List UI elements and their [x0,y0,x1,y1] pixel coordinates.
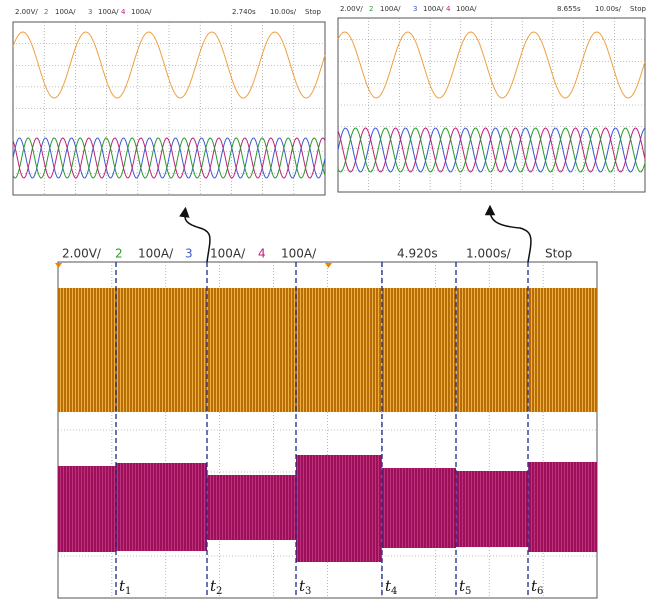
scope-label: 100A/ [380,5,401,13]
scope-label: 100A/ [423,5,444,13]
scope-label: 3 [185,247,193,261]
scope-label: 2 [369,5,373,13]
scope-label: 2.740s [232,8,256,16]
event-index: 2 [216,586,222,597]
scope-label: 100A/ [98,8,119,16]
scope-label: 4 [121,8,126,16]
scope-label: 1.000s/ [466,247,512,261]
scope-label: Stop [630,5,646,13]
scope-label: 100A/ [210,247,246,261]
event-index: 4 [391,586,397,597]
scope-label: 4 [446,5,451,13]
scope-label: Stop [305,8,321,16]
scope-label: 10.00s/ [270,8,297,16]
scope-label: 4 [258,247,266,261]
scope-label: 100A/ [55,8,76,16]
event-index: 3 [305,586,311,597]
event-index: 6 [537,586,543,597]
scope-label: 100A/ [138,247,174,261]
event-index: 1 [125,586,131,597]
current-band [58,466,116,552]
scope-label: 8.655s [557,5,581,13]
event-index: 5 [465,586,471,597]
current-band [382,468,456,548]
current-band [456,471,528,547]
scope-label: 3 [88,8,92,16]
scope-label: 100A/ [281,247,317,261]
scope-label: 100A/ [456,5,477,13]
scope-label: 100A/ [131,8,152,16]
voltage-band [58,288,597,412]
scope-label: 4.920s [397,247,438,261]
scope-label: Stop [545,247,572,261]
scope-label: 3 [413,5,417,13]
scope-label: 2.00V/ [15,8,38,16]
scope-label: 2 [115,247,123,261]
scope-label: 2 [44,8,48,16]
scope-label: 10.00s/ [595,5,622,13]
oscilloscope-figure: 2.00V/2100A/3100A/4100A/2.740s10.00s/Sto… [0,0,648,605]
scope-label: 2.00V/ [340,5,363,13]
scope-label: 2.00V/ [62,247,102,261]
current-band [296,455,382,562]
current-band [528,462,597,552]
current-band [116,463,207,551]
current-band [207,475,296,540]
